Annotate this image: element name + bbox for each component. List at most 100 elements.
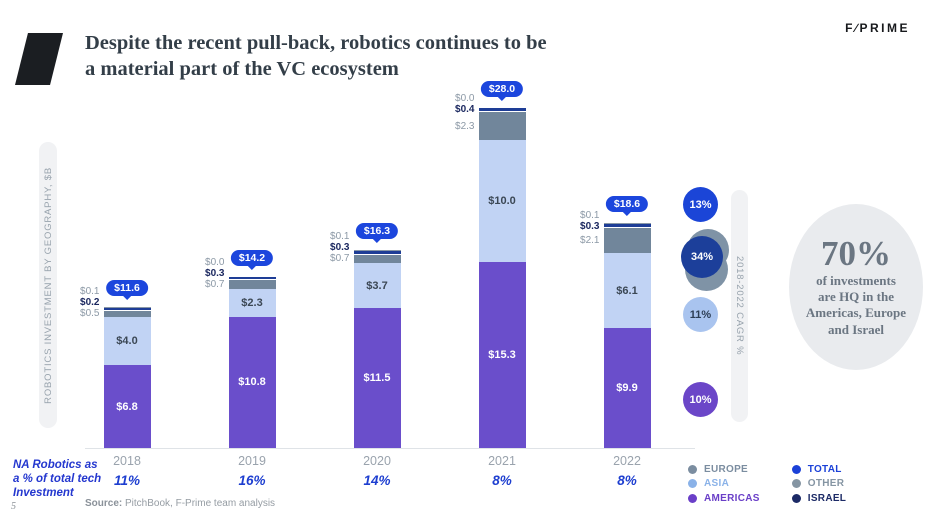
legend-label: ISRAEL — [807, 492, 847, 504]
y-axis-label: ROBOTICS INVESTMENT BY GEOGRAPHY, $B — [42, 166, 54, 404]
na-share-2019: 16% — [238, 473, 266, 488]
na-note-line2: a % of total tech — [13, 472, 102, 485]
legend-label: AMERICAS — [704, 492, 760, 504]
page-title-line2: a material part of the VC ecosystem — [85, 58, 399, 81]
bar-segment-other-2018 — [103, 306, 151, 309]
bar-segment-americas-2021 — [478, 261, 526, 448]
legend-dot-asia — [688, 479, 697, 489]
cagr-label: 2018-2022 CAGR % — [734, 256, 745, 356]
total-badge-2018: $11.6 — [106, 279, 148, 296]
cagr-israel-other-value: 34% — [690, 251, 714, 263]
bar-segment-asia-2018 — [103, 316, 151, 366]
y-axis-label-pill: ROBOTICS INVESTMENT BY GEOGRAPHY, $B — [39, 142, 57, 428]
cagr-total-value: 13% — [689, 198, 712, 211]
cagr-asia-value: 11% — [689, 308, 712, 321]
bar-segment-europe-2020 — [353, 254, 401, 264]
legend-label: EUROPE — [704, 463, 749, 475]
bar-segment-other-2020 — [353, 249, 401, 251]
bar-segment-asia-2020 — [353, 263, 401, 309]
na-share-2020: 14% — [363, 473, 391, 488]
fprime-slash-logo-icon — [15, 33, 63, 85]
americas-value-2022: $9.9 — [616, 381, 638, 394]
legend-dot-americas — [688, 493, 697, 503]
highlight-line4: and Israel — [828, 321, 884, 337]
bar-segment-americas-2020 — [353, 308, 401, 448]
year-label-2021: 2021 — [488, 454, 516, 468]
total-badge-2022: $18.6 — [605, 196, 649, 213]
legend-dot-israel — [791, 493, 801, 503]
na-share-2021: 8% — [492, 473, 512, 488]
legend-item-europe: EUROPE — [688, 462, 760, 477]
cagr-circle-israel: 34% — [681, 236, 723, 278]
other-value-2021: $0.0 — [455, 93, 475, 105]
legend-dot-europe — [688, 464, 697, 474]
americas-value-2020: $11.5 — [363, 372, 391, 385]
legend-item-israel: ISRAEL — [791, 491, 847, 506]
source-note: Source: PitchBook, F-Prime team analysis — [85, 498, 275, 509]
bar-segment-israel-2020 — [353, 251, 401, 255]
page-title-line1: Despite the recent pull-back, robotics c… — [85, 32, 547, 54]
europe-value-2020: $0.7 — [330, 253, 350, 265]
asia-value-2018: $4.0 — [116, 334, 138, 347]
europe-value-2018: $0.5 — [80, 308, 100, 320]
other-value-2022: $0.1 — [580, 209, 600, 221]
chart-legend: EUROPE ASIA AMERICAS TOTAL OTHER ISRAEL — [688, 462, 846, 506]
bar-segment-americas-2022 — [603, 327, 651, 448]
legend-item-total: TOTAL — [791, 462, 846, 477]
source-label: Source: — [85, 498, 123, 509]
other-value-2018: $0.1 — [80, 286, 100, 298]
legend-item-other: OTHER — [791, 477, 846, 492]
bar-segment-europe-2019 — [228, 280, 276, 289]
bar-segment-israel-2018 — [103, 308, 151, 311]
source-text: PitchBook, F-Prime team analysis — [122, 498, 276, 509]
israel-value-2020: $0.3 — [330, 242, 350, 254]
year-label-2019: 2019 — [238, 454, 266, 468]
legend-label: TOTAL — [807, 463, 842, 475]
cagr-circle-total: 13% — [683, 187, 718, 222]
bar-segment-europe-2021 — [478, 112, 526, 141]
na-note-line1: NA Robotics as — [13, 459, 98, 471]
asia-value-2020: $3.7 — [366, 279, 388, 292]
bar-segment-asia-2019 — [228, 288, 276, 317]
highlight-stat-circle: 70% of investments are HQ in the America… — [789, 204, 923, 370]
cagr-circle-americas: 10% — [683, 382, 718, 417]
highlight-stat: 70% — [821, 234, 891, 274]
asia-value-2019: $2.3 — [241, 296, 263, 309]
bar-segment-israel-2021 — [478, 107, 526, 113]
bar-segment-israel-2019 — [228, 276, 276, 281]
asia-value-2021: $10.0 — [488, 195, 516, 208]
legend-label: OTHER — [807, 478, 845, 490]
highlight-line1: of investments — [816, 272, 896, 288]
other-value-2020: $0.1 — [330, 231, 350, 243]
asia-value-2022: $6.1 — [616, 284, 638, 297]
legend-label: ASIA — [704, 478, 730, 490]
x-axis-baseline — [85, 448, 695, 449]
bar-segment-asia-2021 — [478, 140, 526, 262]
year-label-2020: 2020 — [363, 454, 391, 468]
total-badge-2020: $16.3 — [355, 222, 399, 239]
cagr-americas-value: 10% — [689, 393, 712, 406]
israel-value-2022: $0.3 — [580, 220, 600, 232]
legend-dot-total — [791, 464, 801, 474]
bar-segment-asia-2022 — [603, 253, 651, 328]
other-value-2019: $0.0 — [205, 256, 225, 268]
bar-segment-americas-2018 — [103, 365, 151, 448]
bar-segment-other-2022 — [603, 223, 651, 225]
brand-wordmark: F∕PRIME — [845, 21, 910, 35]
year-label-2018: 2018 — [113, 454, 141, 468]
israel-value-2018: $0.2 — [80, 297, 100, 309]
europe-value-2019: $0.7 — [205, 278, 225, 290]
cagr-label-pill: 2018-2022 CAGR % — [731, 190, 748, 422]
bar-segment-europe-2022 — [603, 227, 651, 254]
cagr-circle-asia: 11% — [683, 297, 718, 332]
page-title: Despite the recent pull-back, robotics c… — [85, 30, 645, 82]
americas-value-2019: $10.8 — [238, 376, 266, 389]
israel-value-2021: $0.4 — [455, 104, 475, 116]
europe-value-2022: $2.1 — [580, 235, 600, 247]
na-share-2018: 11% — [113, 473, 141, 488]
na-robotics-note: NA Robotics as a % of total tech Investm… — [13, 459, 101, 500]
total-badge-2021: $28.0 — [480, 80, 524, 97]
europe-value-2021: $2.3 — [455, 120, 475, 132]
legend-item-asia: ASIA — [688, 477, 760, 492]
